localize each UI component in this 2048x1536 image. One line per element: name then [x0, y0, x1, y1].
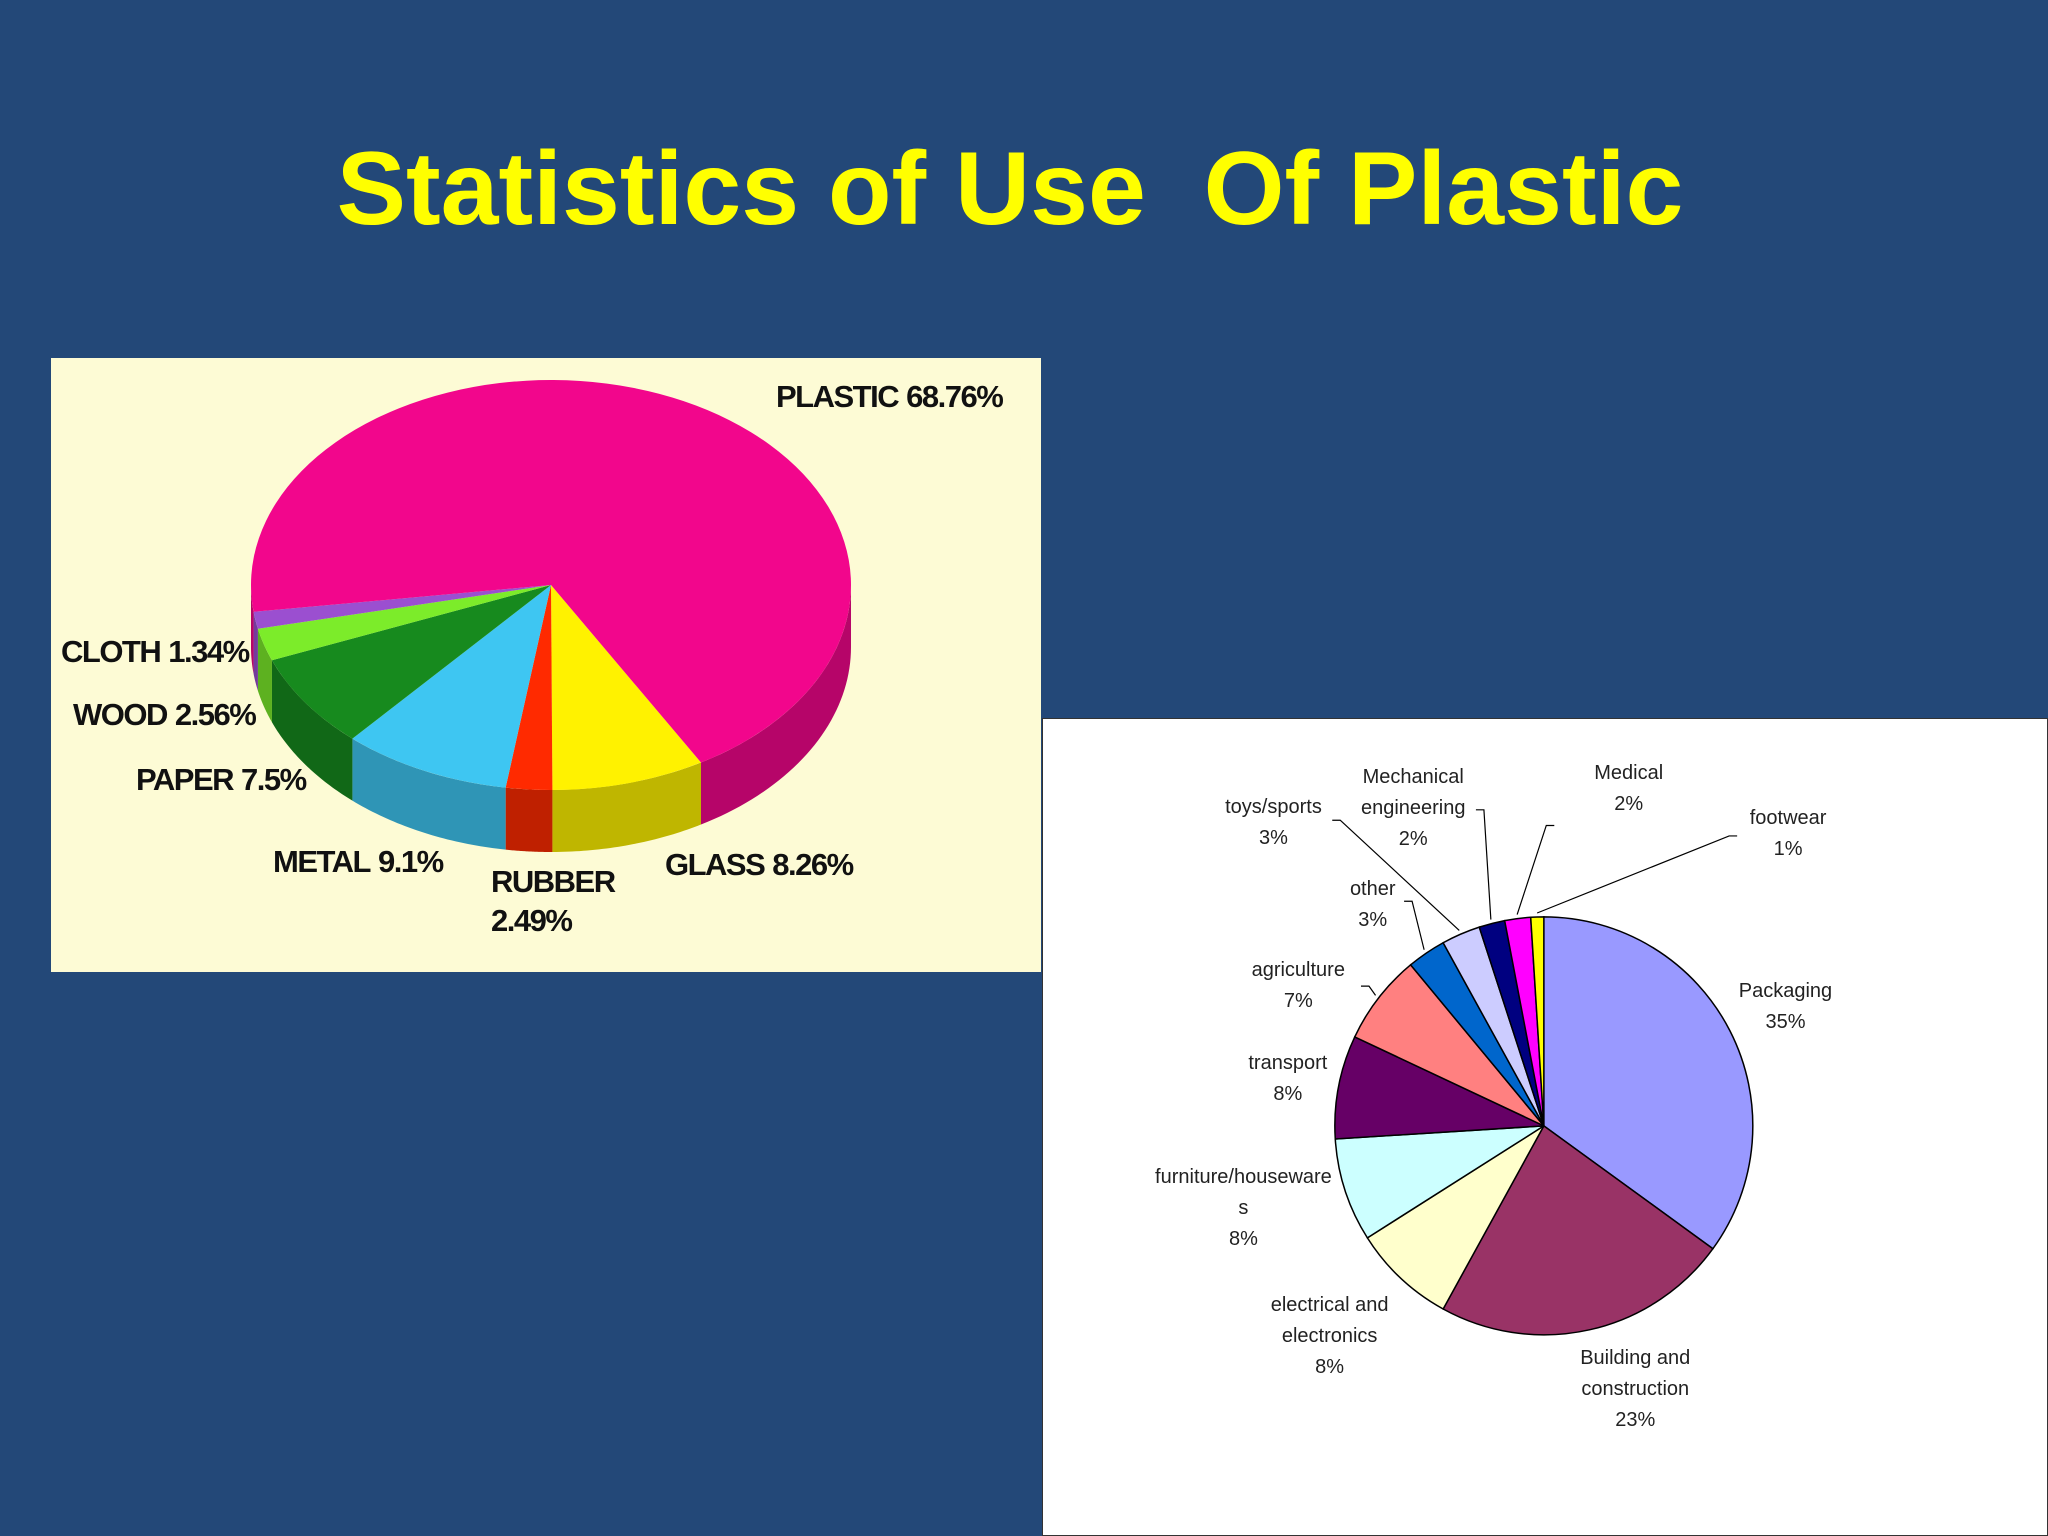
slice-label: Medical 2% — [1594, 758, 1663, 820]
leader-line — [1360, 985, 1377, 996]
value-label: 8% — [1228, 1227, 1258, 1250]
category-label: Mechanical engineering — [1360, 766, 1466, 820]
leader-line — [1475, 809, 1492, 920]
slice-label: CLOTH 1.34% — [61, 634, 250, 669]
category-label: footwear — [1749, 806, 1827, 829]
slice-side — [701, 585, 851, 825]
leader-line — [1404, 900, 1425, 950]
slice — [253, 585, 552, 629]
slice-side — [352, 738, 506, 850]
slice — [1334, 1125, 1545, 1239]
slice-label: Mechanical engineering 2% — [1351, 762, 1475, 855]
slice-side — [505, 787, 553, 852]
category-label: Medical — [1594, 762, 1664, 785]
value-label: 1.34% — [168, 634, 249, 669]
value-label: 2.49% — [491, 903, 572, 938]
slice — [1442, 1124, 1714, 1336]
slice-label: footwear 1% — [1750, 803, 1827, 865]
category-label: PLASTIC — [776, 379, 899, 414]
slice-label: toys/sports 3% — [1225, 792, 1322, 854]
category-label: PAPER — [136, 762, 234, 797]
slice-label: METAL 9.1% — [273, 844, 444, 879]
slice-side — [552, 762, 701, 852]
slice-label: other 3% — [1350, 874, 1396, 936]
slice-side — [253, 611, 258, 691]
category-label: Building and construction — [1580, 1347, 1691, 1401]
category-label: electrical and electronics — [1270, 1293, 1389, 1347]
slice-label: WOOD 2.56% — [73, 697, 256, 732]
slice — [352, 585, 551, 788]
slice — [1334, 1035, 1545, 1140]
category-label: Packaging — [1738, 980, 1833, 1003]
value-label: 2% — [1398, 828, 1428, 851]
value-label: 2.56% — [175, 697, 256, 732]
slice — [257, 585, 551, 661]
leader-line — [1536, 835, 1738, 914]
slice-label: RUBBER 2.49% — [491, 864, 616, 938]
value-label: 35% — [1765, 1011, 1806, 1034]
slice-side — [251, 585, 254, 674]
value-label: 1% — [1773, 837, 1803, 860]
category-label: other — [1349, 878, 1396, 901]
slice-label: GLASS 8.26% — [665, 847, 854, 882]
slice-side — [271, 660, 353, 801]
value-label: 23% — [1615, 1409, 1656, 1432]
slice — [551, 585, 701, 790]
slice-label: Building and construction 23% — [1570, 1343, 1701, 1436]
slice — [1543, 916, 1754, 1250]
slice-side — [257, 628, 272, 723]
category-label: WOOD — [73, 697, 168, 732]
slice — [1529, 916, 1545, 1126]
slice-label: transport 8% — [1248, 1048, 1327, 1110]
category-label: GLASS — [665, 847, 765, 882]
value-label: 2% — [1614, 793, 1644, 816]
category-label: furniture/housewares — [1155, 1165, 1332, 1219]
value-label: 9.1% — [378, 844, 444, 879]
category-label: toys/sports — [1225, 796, 1322, 819]
slide-title: Statistics of Use Of Plastic — [336, 131, 1684, 247]
slice — [1366, 1125, 1545, 1311]
value-label: 68.76% — [906, 379, 1003, 414]
value-label: 8% — [1315, 1355, 1345, 1378]
category-label: agriculture — [1251, 959, 1345, 982]
slice-label: Packaging 35% — [1739, 976, 1832, 1038]
value-label: 7% — [1283, 990, 1313, 1013]
slice — [271, 585, 551, 739]
leader-line — [1332, 819, 1460, 931]
slice — [505, 585, 553, 790]
category-label: CLOTH — [61, 634, 160, 669]
value-label: 8.26% — [772, 847, 853, 882]
slice — [250, 380, 851, 763]
slice-label: furniture/housewares 8% — [1152, 1162, 1335, 1255]
slice-label: PLASTIC 68.76% — [776, 379, 1003, 414]
value-label: 3% — [1358, 909, 1388, 932]
value-label: 3% — [1259, 827, 1288, 850]
slice-label: agriculture 7% — [1252, 955, 1345, 1017]
category-label: RUBBER — [491, 864, 616, 899]
leader-line — [1516, 824, 1555, 915]
category-label: transport — [1248, 1052, 1328, 1075]
slice-label: PAPER 7.5% — [136, 762, 307, 797]
category-label: METAL — [273, 844, 371, 879]
value-label: 7.5% — [241, 762, 307, 797]
slice-label: electrical and electronics 8% — [1258, 1290, 1402, 1383]
value-label: 8% — [1273, 1083, 1303, 1106]
